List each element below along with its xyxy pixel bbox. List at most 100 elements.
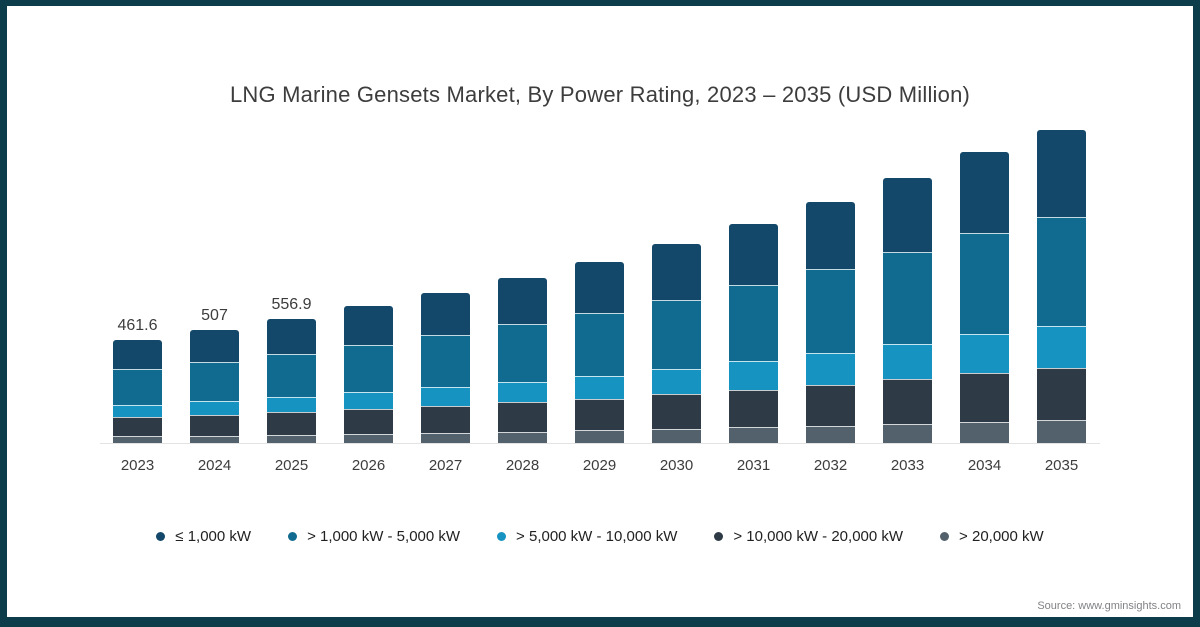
bar-segment-2033-series-2 [883, 344, 932, 380]
bar-segment-2034-series-0 [960, 151, 1009, 233]
x-axis-label-2030: 2030 [659, 457, 694, 474]
bar-segment-2024-series-2 [190, 401, 239, 415]
bar-segment-2027-series-3 [421, 405, 470, 433]
bar-2033 [883, 178, 932, 443]
bar-2035 [1037, 130, 1086, 443]
bar-segment-2026-series-0 [344, 306, 393, 345]
bar-segment-2033-series-0 [883, 178, 932, 252]
x-axis-label-2027: 2027 [428, 457, 463, 474]
bar-segment-2023-series-0 [113, 339, 162, 370]
bar-segment-2030-series-0 [652, 243, 701, 300]
bar-2034 [960, 151, 1009, 443]
bar-segment-2028-series-1 [498, 324, 547, 382]
x-axis-label-2035: 2035 [1044, 457, 1079, 474]
x-axis-label-2024: 2024 [197, 457, 232, 474]
bar-2030 [652, 243, 701, 443]
bar-segment-2033-series-3 [883, 379, 932, 424]
bar-segment-2032-series-3 [806, 384, 855, 426]
bar-2023 [113, 339, 162, 443]
bar-segment-2034-series-4 [960, 421, 1009, 443]
legend-dot-icon [288, 532, 298, 541]
bar-segment-2027-series-2 [421, 387, 470, 406]
bar-segment-2035-series-0 [1037, 130, 1086, 218]
x-axis-label-2026: 2026 [351, 457, 386, 474]
bar-segment-2024-series-0 [190, 329, 239, 362]
x-axis-label-2033: 2033 [890, 457, 925, 474]
x-axis-line [100, 443, 1100, 444]
bar-segment-2032-series-1 [806, 269, 855, 354]
bar-segment-2027-series-4 [421, 432, 470, 443]
bar-segment-2029-series-4 [575, 430, 624, 443]
chart-title: LNG Marine Gensets Market, By Power Rati… [229, 82, 971, 107]
legend-label: > 10,000 kW - 20,000 kW [733, 528, 904, 545]
bar-segment-2025-series-2 [267, 396, 316, 412]
legend-item-1: > 1,000 kW - 5,000 kW [288, 528, 460, 545]
bar-segment-2030-series-1 [652, 299, 701, 369]
bar-segment-2027-series-1 [421, 335, 470, 388]
bar-segment-2024-series-4 [190, 435, 239, 443]
bar-segment-2024-series-3 [190, 414, 239, 436]
bar-segment-2028-series-4 [498, 431, 547, 443]
bar-segment-2026-series-4 [344, 433, 393, 443]
legend-dot-icon [497, 532, 507, 541]
bar-segment-2034-series-3 [960, 373, 1009, 422]
bar-segment-2034-series-1 [960, 232, 1009, 335]
bar-2027 [421, 293, 470, 443]
bar-segment-2025-series-3 [267, 411, 316, 435]
bar-segment-2028-series-3 [498, 402, 547, 432]
bar-segment-2023-series-2 [113, 404, 162, 418]
bar-segment-2024-series-1 [190, 361, 239, 402]
bar-2032 [806, 202, 855, 443]
bar-segment-2029-series-2 [575, 375, 624, 399]
legend-item-0: ≤ 1,000 kW [156, 528, 251, 545]
bar-segment-2030-series-2 [652, 368, 701, 395]
bar-segment-2023-series-3 [113, 417, 162, 437]
legend: ≤ 1,000 kW > 1,000 kW - 5,000 kW > 5,000 k… [7, 528, 1193, 545]
bar-segment-2032-series-0 [806, 202, 855, 270]
bar-segment-2033-series-1 [883, 251, 932, 345]
bar-segment-2033-series-4 [883, 423, 932, 443]
legend-label: ≤ 1,000 kW [175, 528, 252, 545]
bar-segment-2025-series-0 [267, 318, 316, 354]
legend-dot-icon [156, 532, 166, 541]
bar-2031 [729, 223, 778, 443]
bar-segment-2025-series-4 [267, 434, 316, 443]
bar-segment-2023-series-1 [113, 369, 162, 405]
bar-segment-2031-series-3 [729, 389, 778, 428]
x-axis-label-2025: 2025 [274, 457, 309, 474]
legend-label: > 5,000 kW - 10,000 kW [516, 528, 678, 545]
bar-segment-2026-series-2 [344, 392, 393, 410]
bar-2025 [267, 318, 316, 443]
bar-segment-2026-series-3 [344, 409, 393, 434]
bar-segment-2031-series-1 [729, 285, 778, 362]
bar-segment-2030-series-3 [652, 394, 701, 430]
bar-segment-2032-series-2 [806, 353, 855, 385]
bar-segment-2032-series-4 [806, 425, 855, 443]
legend-item-3: > 10,000 kW - 20,000 kW [714, 528, 903, 545]
total-label-2025: 556.9 [271, 295, 312, 313]
legend-dot-icon [940, 532, 950, 541]
bar-segment-2029-series-3 [575, 398, 624, 431]
bar-segment-2035-series-4 [1037, 419, 1086, 443]
legend-label: > 1,000 kW - 5,000 kW [307, 528, 461, 545]
bar-segment-2028-series-0 [498, 277, 547, 325]
bar-segment-2023-series-4 [113, 436, 162, 443]
x-axis-label-2029: 2029 [582, 457, 617, 474]
bar-segment-2027-series-0 [421, 293, 470, 336]
x-axis-label-2034: 2034 [967, 457, 1002, 474]
bar-segment-2026-series-1 [344, 344, 393, 393]
bar-segment-2025-series-1 [267, 353, 316, 397]
source-text: Source: www.gminsights.com [1037, 600, 1181, 612]
bar-segment-2034-series-2 [960, 334, 1009, 374]
bar-segment-2030-series-4 [652, 429, 701, 443]
legend-item-4: > 20,000 kW [940, 528, 1044, 545]
x-axis-label-2028: 2028 [505, 457, 540, 474]
bar-segment-2031-series-2 [729, 361, 778, 390]
x-axis-label-2032: 2032 [813, 457, 848, 474]
bar-segment-2031-series-4 [729, 427, 778, 443]
legend-item-2: > 5,000 kW - 10,000 kW [497, 528, 677, 545]
bar-segment-2035-series-2 [1037, 325, 1086, 369]
bar-2029 [575, 261, 624, 443]
bar-2028 [498, 277, 547, 443]
